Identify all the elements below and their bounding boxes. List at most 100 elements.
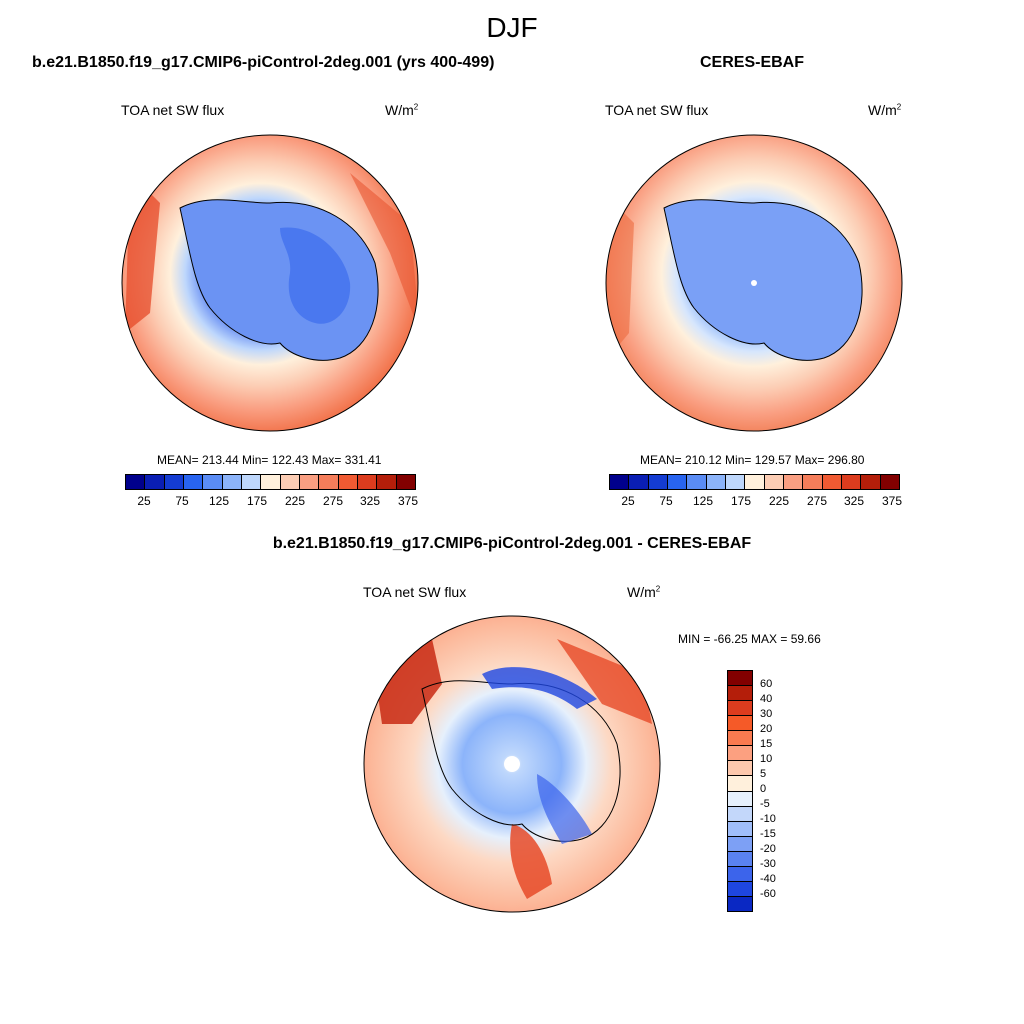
colorbar-swatch bbox=[728, 851, 752, 867]
colorbar-swatch bbox=[164, 475, 184, 489]
colorbar-swatch bbox=[396, 475, 415, 489]
colorbar-swatch bbox=[299, 475, 320, 489]
colorbar-tick: 40 bbox=[760, 693, 773, 705]
diff-colorbar bbox=[727, 670, 753, 912]
colorbar-swatch bbox=[338, 475, 358, 489]
diff-panel-title: b.e21.B1850.f19_g17.CMIP6-piControl-2deg… bbox=[272, 535, 752, 552]
colorbar-swatch bbox=[728, 866, 752, 882]
colorbar-swatch bbox=[261, 475, 281, 489]
model-units-label: W/m2 bbox=[385, 102, 419, 118]
colorbar-swatch bbox=[203, 475, 223, 489]
model-panel-title: b.e21.B1850.f19_g17.CMIP6-piControl-2deg… bbox=[32, 54, 495, 71]
colorbar-swatch bbox=[357, 475, 378, 489]
obs-colorbar bbox=[609, 474, 900, 490]
colorbar-tick: -20 bbox=[760, 843, 776, 855]
colorbar-swatch bbox=[183, 475, 204, 489]
colorbar-tick: 60 bbox=[760, 678, 773, 690]
colorbar-tick: 75 bbox=[175, 494, 189, 508]
colorbar-tick: -40 bbox=[760, 873, 776, 885]
colorbar-swatch bbox=[706, 475, 726, 489]
colorbar-swatch bbox=[728, 881, 752, 897]
antarctica-coastline bbox=[663, 199, 863, 361]
colorbar-swatch bbox=[728, 761, 752, 777]
obs-stats: MEAN= 210.12 Min= 129.57 Max= 296.80 bbox=[640, 453, 865, 467]
colorbar-swatch bbox=[745, 475, 765, 489]
colorbar-swatch bbox=[803, 475, 823, 489]
colorbar-swatch bbox=[319, 475, 339, 489]
colorbar-tick: -10 bbox=[760, 813, 776, 825]
colorbar-tick: 30 bbox=[760, 708, 773, 720]
obs-panel-title: CERES-EBAF bbox=[700, 54, 805, 71]
colorbar-tick: 275 bbox=[806, 494, 828, 508]
colorbar-swatch bbox=[648, 475, 668, 489]
obs-polar-map bbox=[605, 134, 903, 432]
colorbar-tick: 10 bbox=[760, 753, 773, 765]
colorbar-swatch bbox=[728, 686, 752, 702]
colorbar-tick: 20 bbox=[760, 723, 773, 735]
colorbar-tick: -5 bbox=[760, 798, 770, 810]
colorbar-swatch bbox=[764, 475, 784, 489]
figure-title: DJF bbox=[486, 12, 538, 43]
colorbar-swatch bbox=[610, 475, 630, 489]
colorbar-tick: 325 bbox=[843, 494, 865, 508]
colorbar-tick: 175 bbox=[246, 494, 268, 508]
colorbar-swatch bbox=[728, 746, 752, 762]
colorbar-tick: 25 bbox=[137, 494, 151, 508]
colorbar-swatch bbox=[728, 896, 752, 911]
colorbar-swatch bbox=[728, 791, 752, 807]
colorbar-swatch bbox=[126, 475, 146, 489]
colorbar-swatch bbox=[728, 776, 752, 792]
colorbar-swatch bbox=[687, 475, 707, 489]
colorbar-swatch bbox=[629, 475, 649, 489]
colorbar-tick: 15 bbox=[760, 738, 773, 750]
colorbar-swatch bbox=[728, 806, 752, 822]
colorbar-tick: -15 bbox=[760, 828, 776, 840]
colorbar-tick: 375 bbox=[397, 494, 419, 508]
colorbar-tick: 125 bbox=[692, 494, 714, 508]
colorbar-swatch bbox=[145, 475, 165, 489]
colorbar-swatch bbox=[822, 475, 842, 489]
model-polar-map bbox=[121, 134, 419, 432]
colorbar-tick: 275 bbox=[322, 494, 344, 508]
colorbar-tick: 375 bbox=[881, 494, 903, 508]
colorbar-tick: -60 bbox=[760, 888, 776, 900]
colorbar-swatch bbox=[861, 475, 881, 489]
colorbar-swatch bbox=[880, 475, 899, 489]
diff-minmax: MIN = -66.25 MAX = 59.66 bbox=[678, 632, 821, 646]
colorbar-swatch bbox=[728, 716, 752, 732]
colorbar-tick: -30 bbox=[760, 858, 776, 870]
colorbar-tick: 325 bbox=[359, 494, 381, 508]
colorbar-tick: 25 bbox=[621, 494, 635, 508]
obs-units-label: W/m2 bbox=[868, 102, 902, 118]
colorbar-swatch bbox=[377, 475, 397, 489]
colorbar-tick: 0 bbox=[760, 783, 767, 795]
colorbar-swatch bbox=[280, 475, 300, 489]
diff-units-label: W/m2 bbox=[627, 584, 661, 600]
colorbar-tick: 225 bbox=[284, 494, 306, 508]
obs-colorbar-ticks: 25 75 125 175 225 275 325 375 bbox=[609, 494, 902, 510]
colorbar-swatch bbox=[783, 475, 804, 489]
colorbar-swatch bbox=[728, 731, 752, 747]
colorbar-swatch bbox=[725, 475, 746, 489]
model-colorbar-ticks: 25 75 125 175 225 275 325 375 bbox=[125, 494, 418, 510]
model-colorbar bbox=[125, 474, 416, 490]
obs-variable-label: TOA net SW flux bbox=[605, 102, 709, 118]
colorbar-swatch bbox=[241, 475, 262, 489]
colorbar-swatch bbox=[728, 836, 752, 852]
colorbar-swatch bbox=[728, 701, 752, 717]
colorbar-swatch bbox=[728, 671, 752, 687]
colorbar-tick: 75 bbox=[659, 494, 673, 508]
diff-variable-label: TOA net SW flux bbox=[363, 584, 467, 600]
colorbar-swatch bbox=[728, 821, 752, 837]
model-stats: MEAN= 213.44 Min= 122.43 Max= 331.41 bbox=[157, 453, 382, 467]
colorbar-tick: 5 bbox=[760, 768, 767, 780]
model-variable-label: TOA net SW flux bbox=[121, 102, 225, 118]
colorbar-swatch bbox=[841, 475, 862, 489]
colorbar-tick: 225 bbox=[768, 494, 790, 508]
diff-polar-map bbox=[363, 615, 661, 913]
diff-colorbar-ticks: 60 40 30 20 15 10 5 0 -5 -10 -15 -20 -30… bbox=[760, 670, 800, 910]
colorbar-swatch bbox=[667, 475, 688, 489]
colorbar-swatch bbox=[222, 475, 242, 489]
colorbar-tick: 175 bbox=[730, 494, 752, 508]
colorbar-tick: 125 bbox=[208, 494, 230, 508]
